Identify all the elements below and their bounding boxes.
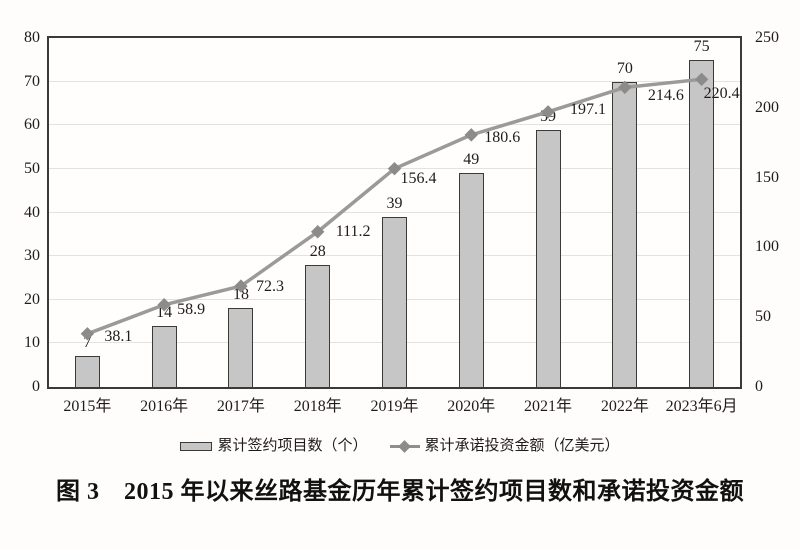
x-axis-tick-label: 2015年 <box>63 398 112 415</box>
gridline <box>49 211 740 213</box>
x-axis-tick-label: 2023年6月 <box>665 398 738 415</box>
x-axis-tick-label: 2017年 <box>216 398 265 415</box>
legend-line-label: 累计承诺投资金额（亿美元） <box>424 437 620 454</box>
x-axis-tick-label: 2016年 <box>140 398 189 415</box>
right-axis-tick-label: 50 <box>755 308 771 326</box>
bar-2015年 <box>74 356 100 387</box>
left-axis-tick-label: 60 <box>24 116 40 134</box>
line-value-label: 58.9 <box>177 300 206 318</box>
x-axis-tick-label: 2019年 <box>370 398 419 415</box>
chart-legend: 累计签约项目数（个） 累计承诺投资金额（亿美元） <box>0 436 800 456</box>
right-axis-tick-label: 150 <box>755 168 779 186</box>
diamond-marker-icon <box>618 80 632 95</box>
diamond-marker-icon <box>397 439 411 453</box>
legend-item-line: 累计承诺投资金额（亿美元） <box>389 437 620 454</box>
left-axis-tick-label: 50 <box>24 159 40 177</box>
bar-2020年 <box>458 173 484 387</box>
investment-line-series <box>80 72 709 341</box>
legend-bar-label: 累计签约项目数（个） <box>217 437 368 454</box>
left-axis-tick-label: 70 <box>24 72 40 90</box>
bar-value-label: 70 <box>616 59 633 77</box>
left-axis-tick-label: 40 <box>24 203 40 221</box>
line-value-label: 180.6 <box>484 128 521 146</box>
left-axis-tick-label: 10 <box>24 334 40 352</box>
line-path <box>86 77 702 336</box>
diamond-marker-icon <box>80 327 95 341</box>
bar-value-label: 75 <box>693 37 710 55</box>
right-y-axis: 0 50 100 150 200 250 <box>753 30 798 395</box>
right-axis-tick-label: 200 <box>755 98 779 116</box>
x-axis: 2015年 2016年 2017年 2018年 2019年 2020年 2021年 2022年… <box>49 397 740 419</box>
bar-2018年 <box>305 264 331 387</box>
line-value-label: 156.4 <box>400 169 437 187</box>
bar-value-label: 39 <box>386 194 403 212</box>
bar-2023年6月 <box>689 59 715 387</box>
right-axis-tick-label: 0 <box>755 378 763 395</box>
left-axis-tick-label: 20 <box>24 290 40 308</box>
diamond-marker-icon <box>464 128 478 142</box>
left-y-axis: 0 10 20 30 40 50 60 70 80 <box>0 30 41 395</box>
line-value-label: 214.6 <box>647 87 684 105</box>
line-value-label: 38.1 <box>104 327 133 345</box>
plot-area: 7141828394959707538.158.972.3111.2156.41… <box>47 36 742 389</box>
bar-value-label: 7 <box>83 334 92 352</box>
bar-value-label: 18 <box>232 286 249 304</box>
bar-2016年 <box>151 325 177 387</box>
bar-2021年 <box>535 129 561 387</box>
line-value-label: 220.4 <box>703 85 740 103</box>
right-axis-tick-label: 100 <box>755 238 779 256</box>
diamond-marker-icon <box>694 72 709 87</box>
gridline <box>49 124 740 126</box>
line-value-label: 197.1 <box>570 100 607 118</box>
diamond-marker-icon <box>234 279 248 293</box>
bar-value-label: 14 <box>156 303 173 321</box>
x-axis-tick-label: 2021年 <box>524 398 573 415</box>
x-axis-tick-label: 2022年 <box>600 398 649 415</box>
bar-2017年 <box>228 308 254 387</box>
diamond-marker-icon <box>157 298 171 312</box>
right-axis-tick-label: 250 <box>755 29 779 46</box>
left-axis-tick-label: 30 <box>24 247 40 265</box>
figure-caption: 图 3 2015 年以来丝路基金历年累计签约项目数和承诺投资金额 <box>56 479 744 505</box>
diamond-marker-icon <box>541 105 555 119</box>
bar-2019年 <box>382 216 407 387</box>
bar-swatch-icon <box>180 441 213 451</box>
bar-2022年 <box>612 81 638 387</box>
line-value-label: 72.3 <box>255 278 284 296</box>
left-axis-tick-label: 0 <box>32 378 40 395</box>
bar-value-label: 28 <box>309 242 326 260</box>
legend-item-bars: 累计签约项目数（个） <box>180 437 368 454</box>
line-swatch-icon <box>389 439 420 453</box>
x-axis-tick-label: 2020年 <box>447 398 496 415</box>
line-value-label: 111.2 <box>335 222 371 240</box>
x-axis-tick-label: 2018年 <box>293 398 342 415</box>
left-axis-tick-label: 80 <box>24 29 40 46</box>
gridline <box>49 80 740 82</box>
bar-value-label: 49 <box>463 151 480 169</box>
